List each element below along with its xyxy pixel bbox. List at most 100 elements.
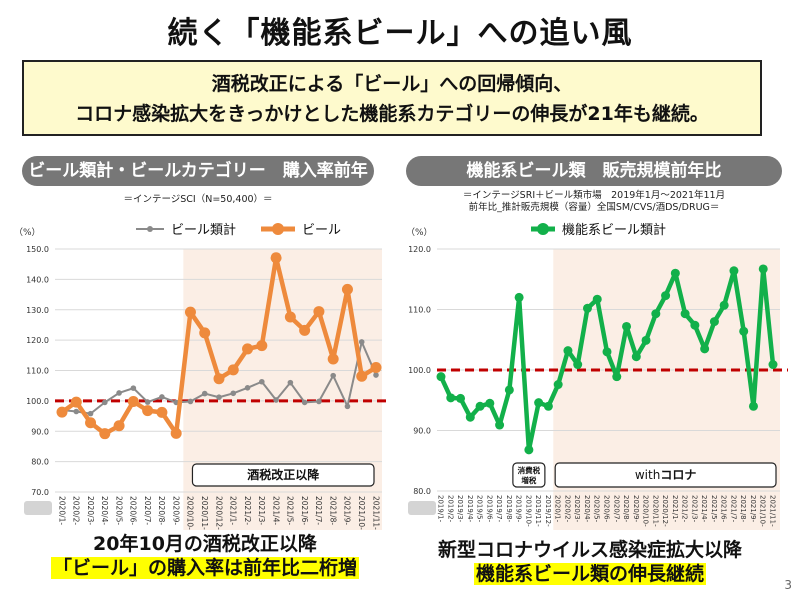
- x-tick-label: 2020/7-: [143, 496, 152, 525]
- x-tick-label: 2021/6-: [300, 496, 309, 525]
- beer-total-series-point: [244, 385, 251, 391]
- y-tick-label: 100.0: [26, 397, 49, 406]
- beer-total-series-point: [287, 379, 294, 386]
- summary-box: 酒税改正による「ビール」への回帰傾向、 コロナ感染拡大をきっかけとした機能系カテ…: [22, 60, 762, 136]
- functional-beer-series-point: [465, 412, 475, 422]
- beer-total-series-point: [301, 399, 308, 406]
- functional-beer-series-point: [670, 268, 680, 278]
- page-number: 3: [784, 578, 792, 592]
- functional-beer-series-point: [446, 393, 456, 403]
- left-caption-line-1: 20年10月の酒税改正以降: [93, 533, 317, 555]
- x-tick-label: 2019/3-: [456, 495, 464, 523]
- left-chart: 150.0 140.0 130.0 120.0 110.0 100.0 90.0 80.0 70…: [26, 245, 390, 530]
- y-tick-label: 90.0: [413, 427, 431, 436]
- tax-reform-annotation-label: 酒税改正以降: [247, 467, 320, 482]
- beer-total-series-point: [159, 394, 165, 400]
- left-panel-header: ビール類計・ビールカテゴリー 購入率前年比: [22, 156, 374, 211]
- x-tick-label: 2020/3-: [86, 496, 95, 525]
- x-tick-label: 2021/2-: [243, 496, 252, 525]
- summary-line-2: コロナ感染拡大をきっかけとした機能系カテゴリーの伸長が21年も継続。: [75, 103, 709, 125]
- beer-total-series-point: [316, 398, 322, 405]
- functional-beer-series-point: [680, 309, 690, 319]
- x-tick-label: 2021/1-: [671, 495, 679, 523]
- functional-beer-series-point: [709, 317, 719, 327]
- legend-swatch-beer: [261, 222, 296, 235]
- x-tick-label: 2021/10-: [357, 496, 366, 530]
- x-tick-label: 2019/7-: [495, 495, 503, 523]
- x-tick-label: 2020/4-: [583, 495, 591, 523]
- functional-beer-series-point: [504, 385, 514, 395]
- x-tick-label: 2021/9-: [343, 496, 352, 525]
- beer-series-point: [70, 396, 82, 408]
- beer-total-series-point: [187, 398, 194, 405]
- x-tick-label: 2021/3-: [257, 496, 266, 525]
- x-tick-label: 2020/12-: [661, 495, 669, 527]
- beer-series-point: [284, 311, 296, 323]
- x-tick-label: 2019/5-: [476, 495, 484, 523]
- beer-series-point: [184, 306, 196, 318]
- x-tick-label: 2020/2-: [72, 496, 81, 525]
- x-tick-label: 2021/3-: [690, 495, 698, 523]
- x-tick-label: 2019/8-: [505, 495, 513, 523]
- functional-beer-series-point: [768, 360, 778, 370]
- functional-beer-series-point: [534, 398, 544, 408]
- x-tick-label: 2020/9-: [632, 495, 640, 523]
- x-tick-label: 2019/11-: [534, 495, 542, 527]
- beer-total-series-point: [201, 390, 208, 397]
- beer-series-point: [270, 252, 282, 264]
- functional-beer-series-point: [739, 326, 749, 336]
- functional-beer-series-point: [573, 360, 583, 370]
- with-corona-annotation-label: withコロナ: [635, 468, 696, 482]
- x-tick-label: 2021/8-: [328, 496, 337, 525]
- functional-beer-series-point: [758, 264, 768, 274]
- x-tick-label: 2021/2-: [681, 495, 689, 523]
- beer-total-series-point: [102, 399, 108, 406]
- functional-beer-series-point: [651, 309, 661, 319]
- x-tick-label: 2021/7-: [729, 495, 737, 523]
- functional-beer-series-point: [602, 347, 612, 357]
- x-tick-label: 2020/1-: [57, 496, 66, 525]
- x-tick-label: 2019/10-: [524, 495, 532, 527]
- y-tick-label: 120.0: [408, 245, 431, 254]
- beer-series-point: [327, 353, 339, 365]
- beer-series-point: [227, 364, 239, 376]
- beer-series-point: [256, 340, 268, 352]
- legend-label-beer-total: ビール類計: [171, 223, 237, 238]
- x-tick-label: 2021/5-: [710, 495, 718, 523]
- summary-line-1: 酒税改正による「ビール」への回帰傾向、: [211, 73, 573, 95]
- right-caption-line-2: 機能系ビール類の伸長継続: [473, 563, 706, 585]
- y-tick-label: 80.0: [31, 458, 49, 467]
- x-tick-label: 2021/4-: [700, 495, 708, 523]
- functional-beer-series-point: [553, 380, 563, 390]
- right-axis-placeholder-shape: [408, 501, 436, 515]
- beer-series-point: [356, 370, 368, 382]
- x-tick-label: 2021/1-: [229, 496, 238, 525]
- with-corona-annotation-box: [554, 462, 777, 488]
- functional-beer-series-point: [719, 300, 729, 310]
- y-tick-label: 110.0: [26, 367, 49, 376]
- functional-beer-series-point: [700, 344, 710, 354]
- x-tick-label: 2019/12-: [544, 495, 552, 527]
- functional-beer-series-point: [436, 372, 446, 382]
- beer-series-point: [56, 406, 68, 418]
- y-tick-label: 150.0: [26, 245, 49, 254]
- x-tick-label: 2021/5-: [286, 496, 295, 525]
- x-tick-label: 2019/1-: [437, 495, 445, 523]
- legend-swatch-beer-total: [136, 225, 164, 232]
- x-tick-label: 2021/4-: [271, 496, 280, 525]
- beer-series-point: [127, 395, 139, 407]
- beer-total-series-point: [216, 394, 222, 401]
- functional-beer-series-point: [641, 335, 651, 345]
- beer-series-point: [299, 324, 311, 336]
- functional-beer-series-point: [514, 292, 524, 302]
- beer-total-series-point: [73, 408, 80, 415]
- y-tick-label: 100.0: [408, 366, 431, 375]
- functional-beer-series-point: [690, 320, 700, 330]
- x-tick-label: 2020/8-: [622, 495, 630, 523]
- right-caption-line-1: 新型コロナウイルス感染症拡大以降: [437, 539, 742, 561]
- functional-beer-series-point: [612, 372, 622, 382]
- beer-series-point: [99, 428, 111, 440]
- x-tick-label: 2020/6-: [603, 495, 611, 523]
- x-tick-label: 2019/2-: [446, 495, 454, 523]
